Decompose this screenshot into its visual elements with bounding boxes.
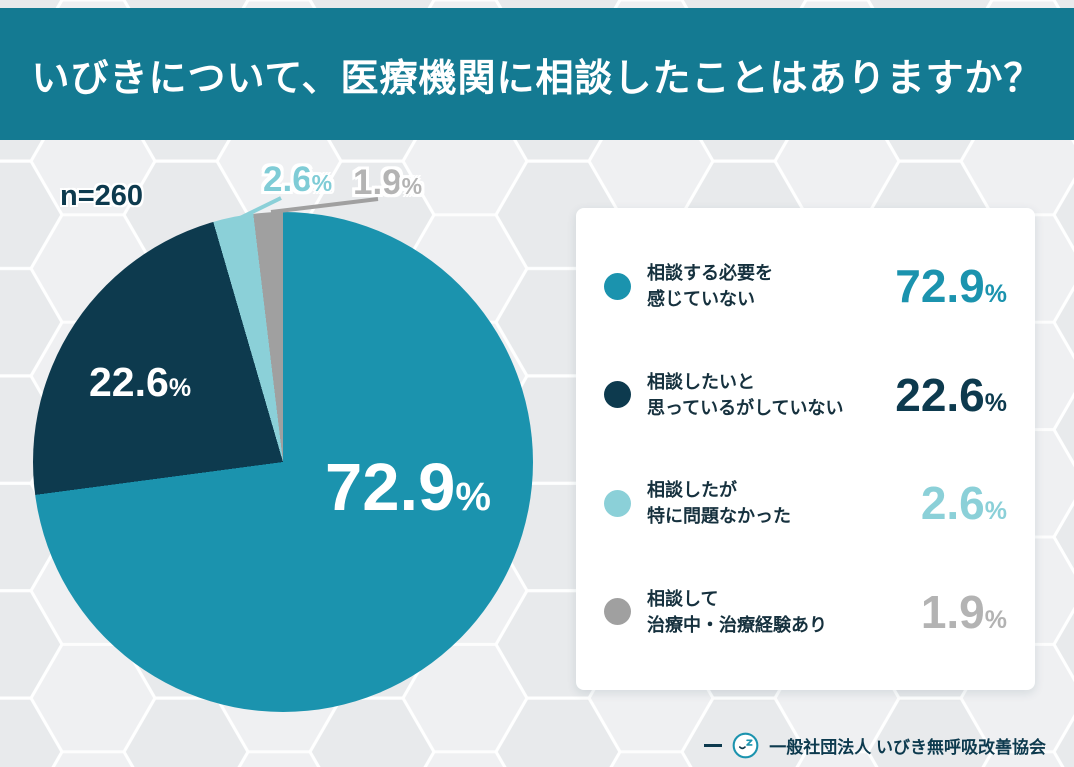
pie-slice-value: 72.9: [325, 450, 456, 525]
callout-label-in-treatment: 1.9%: [353, 165, 422, 200]
pie-chart: 72.9% 22.6%: [33, 212, 533, 712]
pie-slice-value: 22.6: [89, 359, 169, 405]
legend-dot-icon: [604, 381, 631, 409]
legend-label: 相談する必要を 感じていない: [647, 260, 773, 312]
pie-slice-label-primary: 72.9%: [325, 454, 491, 521]
legend-item-want-but-not: 相談したいと 思っているがしていない 22.6%: [604, 369, 1007, 421]
percent-sign: %: [984, 605, 1007, 634]
legend-label-line1: 相談する必要を: [647, 263, 773, 284]
legend-value-number: 22.6: [895, 368, 985, 421]
percent-sign: %: [168, 374, 192, 402]
association-name: 一般社団法人 いびき無呼吸改善協会: [769, 738, 1046, 757]
legend-label: 相談したいと 思っているがしていない: [647, 369, 844, 421]
callout-value: 1.9: [353, 163, 402, 202]
legend-label-line2: 特に問題なかった: [647, 506, 791, 527]
callout-label-consulted-no-problem: 2.6%: [263, 162, 332, 197]
percent-sign: %: [984, 388, 1007, 417]
callout-value: 2.6: [263, 160, 312, 199]
legend-label: 相談して 治療中・治療経験あり: [647, 586, 827, 638]
legend-dot-icon: [604, 489, 631, 517]
percent-sign: %: [401, 173, 423, 199]
legend-label-line2: 思っているがしていない: [647, 397, 844, 418]
percent-sign: %: [984, 280, 1007, 309]
legend-label-line1: 相談して: [647, 588, 719, 609]
legend-label-line2: 治療中・治療経験あり: [647, 614, 827, 635]
legend-item-consulted-no-problem: 相談したが 特に問題なかった 2.6%: [604, 477, 1007, 529]
legend-dot-icon: [604, 598, 631, 626]
title-bar: いびきについて、医療機関に相談したことはありますか？: [0, 8, 1074, 140]
legend-panel: 相談する必要を 感じていない 72.9% 相談したいと 思っているがしていない …: [576, 208, 1035, 690]
legend-label-line1: 相談したが: [647, 480, 737, 501]
legend-value-number: 1.9: [920, 585, 985, 638]
legend-value-number: 72.9: [895, 260, 985, 313]
legend-item-no-need: 相談する必要を 感じていない 72.9%: [604, 260, 1007, 312]
footer-divider-line: [704, 744, 723, 747]
legend-dot-icon: [604, 272, 631, 300]
legend-value: 2.6%: [921, 480, 1007, 526]
legend-label-line1: 相談したいと: [647, 371, 755, 392]
legend-value: 22.6%: [895, 372, 1007, 418]
percent-sign: %: [311, 170, 333, 196]
legend-value: 72.9%: [895, 263, 1007, 309]
page-title: いびきについて、医療機関に相談したことはありますか？: [31, 57, 1043, 100]
percent-sign: %: [984, 497, 1007, 526]
footer: 一般社団法人 いびき無呼吸改善協会: [704, 732, 1046, 759]
legend-label: 相談したが 特に問題なかった: [647, 477, 791, 529]
sample-size-label: n=260: [60, 180, 144, 212]
legend-label-line2: 感じていない: [647, 289, 755, 310]
association-logo-icon: [732, 732, 759, 759]
pie-slice-label-secondary: 22.6%: [89, 362, 191, 403]
legend-value: 1.9%: [921, 589, 1007, 635]
legend-item-in-treatment: 相談して 治療中・治療経験あり 1.9%: [604, 586, 1007, 638]
legend-value-number: 2.6: [920, 477, 985, 530]
percent-sign: %: [455, 475, 491, 519]
